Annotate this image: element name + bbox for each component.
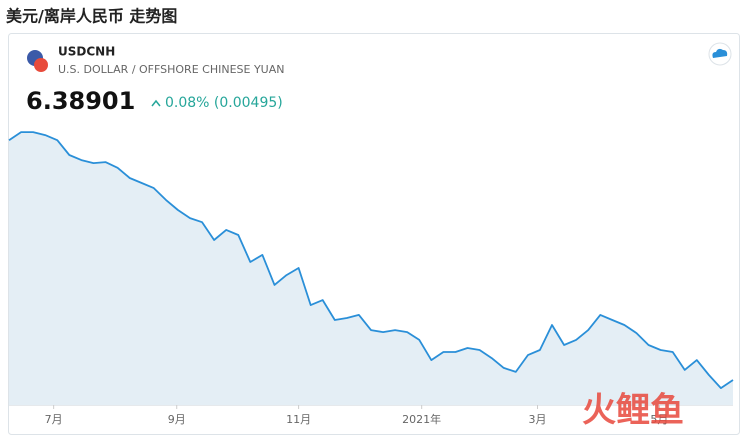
x-tick-label: 2021年 xyxy=(402,412,441,426)
flag-icon xyxy=(27,50,48,72)
watermark: 火鲤鱼 xyxy=(582,391,684,431)
x-tick-label: 9月 xyxy=(168,413,186,426)
up-caret xyxy=(151,99,161,107)
price: 6.38901 xyxy=(26,87,135,115)
price-line xyxy=(8,131,734,389)
change: 0.08% (0.00495) xyxy=(165,95,283,111)
x-tick-label: 5月 xyxy=(650,413,668,426)
cloud-button[interactable] xyxy=(708,42,732,66)
page-title: 美元/离岸人民币 走势图 xyxy=(6,7,177,26)
x-tick-label: 3月 xyxy=(529,413,547,426)
symbol: USDCNH xyxy=(58,45,115,59)
x-tick-label: 7月 xyxy=(45,413,63,426)
area-fill xyxy=(9,132,733,405)
subtitle: U.S. DOLLAR / OFFSHORE CHINESE YUAN xyxy=(58,63,284,76)
x-tick-label: 11月 xyxy=(286,413,311,426)
